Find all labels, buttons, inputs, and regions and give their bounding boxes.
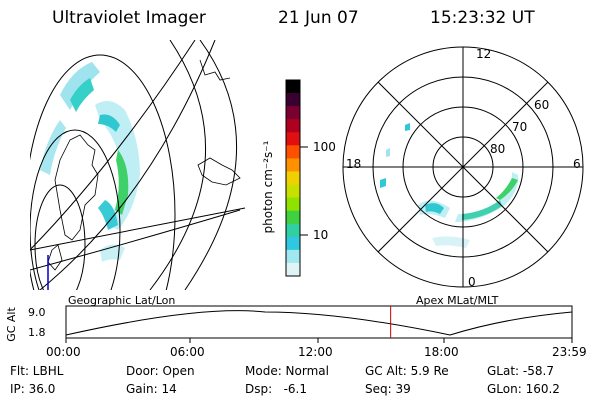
colorbar-frame: [285, 79, 301, 277]
filter-info: Flt: LBHL: [10, 364, 64, 378]
colorbar-segment: [286, 171, 300, 186]
colorbar-segment: [286, 106, 300, 120]
time-label: 15:23:32 UT: [430, 8, 535, 28]
colorbar-segment: [286, 80, 300, 94]
date-label: 21 Jun 07: [278, 8, 359, 28]
door-info: Door: Open: [126, 364, 195, 378]
gain-info: Gain: 14: [126, 382, 177, 396]
y-tick-label-1-8: 1.8: [28, 326, 46, 339]
mlat-label-70: 70: [512, 120, 528, 134]
apex-title: Apex MLat/MLT: [416, 294, 499, 307]
aurora-emission-geo: [40, 62, 140, 262]
mlt-label-18: 18: [346, 157, 362, 171]
mlat-label-60: 60: [534, 98, 550, 112]
colorbar: [285, 79, 301, 277]
instrument-title: Ultraviolet Imager: [52, 8, 206, 28]
colorbar-tick-label-10: 10: [313, 228, 329, 242]
colorbar-segment: [286, 145, 300, 159]
colorbar-segment: [286, 158, 300, 172]
seq-info: Seq: 39: [365, 382, 411, 396]
mlt-label-12: 12: [476, 47, 492, 61]
glat-info: GLat: -58.7: [487, 364, 554, 378]
colorbar-segment: [286, 132, 300, 146]
colorbar-segment: [286, 262, 300, 277]
ip-info: IP: 36.0: [10, 382, 56, 396]
colorbar-tick-label-100: 100: [313, 140, 336, 154]
dsp-info: Dsp: -6.1: [245, 382, 308, 396]
x-tick-label-1800: 18:00: [424, 345, 459, 359]
colorbar-segment: [286, 236, 300, 251]
mlt-label-6: 6: [573, 157, 581, 171]
mlat-label-80: 80: [490, 142, 506, 156]
colorbar-segment: [286, 210, 300, 225]
colorbar-segment: [286, 223, 300, 238]
x-tick-label-0000: 00:00: [46, 345, 81, 359]
x-tick-label-2359: 23:59: [552, 345, 587, 359]
x-tick-label-0600: 06:00: [170, 345, 205, 359]
colorbar-segment: [286, 93, 300, 107]
mlt-label-0: 0: [468, 275, 476, 289]
x-tick-label-1200: 12:00: [298, 345, 333, 359]
mode-info: Mode: Normal: [245, 364, 329, 378]
colorbar-segment: [286, 249, 300, 264]
colorbar-segment: [286, 197, 300, 212]
colorbar-segment: [286, 119, 300, 133]
glon-info: GLon: 160.2: [487, 382, 560, 396]
colorbar-segment: [286, 184, 300, 199]
y-tick-label-9: 9.0: [28, 306, 46, 319]
geographic-title: Geographic Lat/Lon: [68, 294, 176, 307]
gc-alt-info: GC Alt: 5.9 Re: [365, 364, 449, 378]
